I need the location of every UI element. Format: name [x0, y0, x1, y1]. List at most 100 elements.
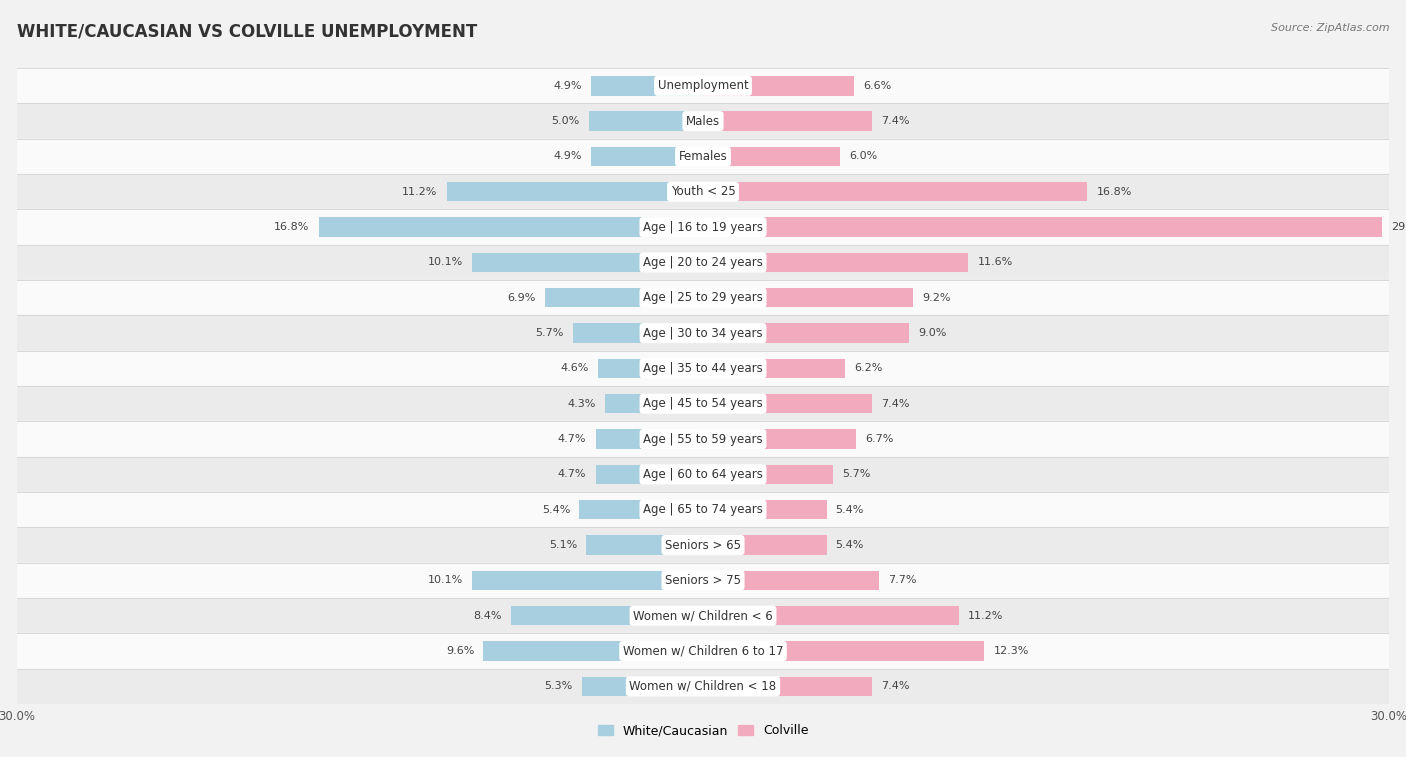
Bar — [703, 394, 872, 413]
Text: Age | 20 to 24 years: Age | 20 to 24 years — [643, 256, 763, 269]
Text: 7.7%: 7.7% — [889, 575, 917, 585]
Text: 7.4%: 7.4% — [882, 681, 910, 691]
Bar — [17, 104, 1389, 139]
Bar — [17, 174, 1389, 210]
Bar — [17, 210, 1389, 245]
Bar — [319, 217, 703, 237]
Text: 5.4%: 5.4% — [541, 505, 571, 515]
Text: 12.3%: 12.3% — [994, 646, 1029, 656]
Bar — [510, 606, 703, 625]
Bar — [17, 634, 1389, 668]
Bar — [596, 429, 703, 449]
Text: Age | 16 to 19 years: Age | 16 to 19 years — [643, 220, 763, 234]
Text: WHITE/CAUCASIAN VS COLVILLE UNEMPLOYMENT: WHITE/CAUCASIAN VS COLVILLE UNEMPLOYMENT — [17, 23, 477, 41]
Bar — [17, 492, 1389, 528]
Bar — [17, 528, 1389, 562]
Bar — [17, 350, 1389, 386]
Text: 6.0%: 6.0% — [849, 151, 877, 161]
Bar — [591, 76, 703, 95]
Text: Age | 35 to 44 years: Age | 35 to 44 years — [643, 362, 763, 375]
Bar — [703, 500, 827, 519]
Text: Seniors > 65: Seniors > 65 — [665, 538, 741, 552]
Text: 9.2%: 9.2% — [922, 293, 950, 303]
Text: Women w/ Children < 18: Women w/ Children < 18 — [630, 680, 776, 693]
Text: 5.7%: 5.7% — [842, 469, 870, 479]
Text: 6.7%: 6.7% — [865, 434, 894, 444]
Text: 4.9%: 4.9% — [554, 151, 582, 161]
Bar — [17, 245, 1389, 280]
Text: 11.2%: 11.2% — [402, 187, 437, 197]
Bar — [703, 323, 908, 343]
Bar — [703, 217, 1382, 237]
Bar — [17, 668, 1389, 704]
Text: 29.7%: 29.7% — [1392, 222, 1406, 232]
Text: Age | 45 to 54 years: Age | 45 to 54 years — [643, 397, 763, 410]
Text: 16.8%: 16.8% — [274, 222, 309, 232]
Bar — [17, 386, 1389, 422]
Text: 4.7%: 4.7% — [558, 469, 586, 479]
Text: 16.8%: 16.8% — [1097, 187, 1132, 197]
Text: Unemployment: Unemployment — [658, 79, 748, 92]
Text: Women w/ Children 6 to 17: Women w/ Children 6 to 17 — [623, 644, 783, 658]
Bar — [484, 641, 703, 661]
Bar — [703, 182, 1087, 201]
Bar — [703, 288, 914, 307]
Text: 8.4%: 8.4% — [474, 611, 502, 621]
Bar — [17, 280, 1389, 316]
Bar — [472, 571, 703, 590]
Bar — [703, 429, 856, 449]
Text: 4.7%: 4.7% — [558, 434, 586, 444]
Text: 5.4%: 5.4% — [835, 505, 865, 515]
Text: 4.3%: 4.3% — [567, 399, 596, 409]
Bar — [605, 394, 703, 413]
Bar — [703, 571, 879, 590]
Text: Women w/ Children < 6: Women w/ Children < 6 — [633, 609, 773, 622]
Text: Age | 65 to 74 years: Age | 65 to 74 years — [643, 503, 763, 516]
Bar — [703, 76, 853, 95]
Bar — [591, 147, 703, 167]
Text: Age | 30 to 34 years: Age | 30 to 34 years — [643, 326, 763, 340]
Legend: White/Caucasian, Colville: White/Caucasian, Colville — [592, 719, 814, 743]
Bar — [703, 359, 845, 378]
Text: 10.1%: 10.1% — [427, 575, 463, 585]
Text: Youth < 25: Youth < 25 — [671, 185, 735, 198]
Bar — [17, 316, 1389, 350]
Bar — [703, 465, 834, 484]
Bar — [579, 500, 703, 519]
Text: 6.6%: 6.6% — [863, 81, 891, 91]
Text: 7.4%: 7.4% — [882, 399, 910, 409]
Text: 10.1%: 10.1% — [427, 257, 463, 267]
Bar — [582, 677, 703, 696]
Bar — [17, 598, 1389, 634]
Text: Seniors > 75: Seniors > 75 — [665, 574, 741, 587]
Text: 11.2%: 11.2% — [969, 611, 1004, 621]
Bar — [17, 422, 1389, 456]
Text: Age | 60 to 64 years: Age | 60 to 64 years — [643, 468, 763, 481]
Text: Age | 25 to 29 years: Age | 25 to 29 years — [643, 291, 763, 304]
Text: 9.0%: 9.0% — [918, 328, 946, 338]
Bar — [17, 139, 1389, 174]
Bar — [703, 677, 872, 696]
Bar — [703, 111, 872, 131]
Bar — [472, 253, 703, 273]
Bar — [598, 359, 703, 378]
Bar — [703, 535, 827, 555]
Text: 5.4%: 5.4% — [835, 540, 865, 550]
Text: 6.2%: 6.2% — [853, 363, 883, 373]
Text: Males: Males — [686, 114, 720, 128]
Bar — [572, 323, 703, 343]
Bar — [703, 641, 984, 661]
Bar — [703, 606, 959, 625]
Text: 9.6%: 9.6% — [446, 646, 474, 656]
Text: 11.6%: 11.6% — [977, 257, 1012, 267]
Bar — [586, 535, 703, 555]
Text: Females: Females — [679, 150, 727, 163]
Text: 4.6%: 4.6% — [560, 363, 589, 373]
Bar — [17, 562, 1389, 598]
Bar — [703, 147, 841, 167]
Text: 7.4%: 7.4% — [882, 116, 910, 126]
Bar — [596, 465, 703, 484]
Bar — [447, 182, 703, 201]
Bar — [589, 111, 703, 131]
Text: Source: ZipAtlas.com: Source: ZipAtlas.com — [1271, 23, 1389, 33]
